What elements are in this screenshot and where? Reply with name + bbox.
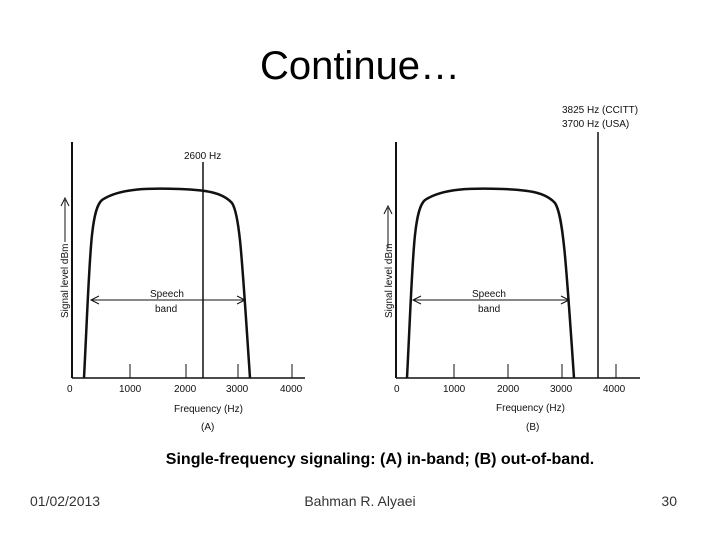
panel-a-tick-3000: 3000 (226, 384, 249, 395)
footer-author: Bahman R. Alyaei (304, 493, 416, 509)
page-number: 30 (661, 493, 677, 509)
panel-a (60, 142, 305, 379)
panel-b-xlabel: Frequency (Hz) (496, 403, 565, 414)
panel-a-speech-band-curve (82, 187, 252, 379)
panel-a-tick-1000: 1000 (119, 384, 142, 395)
panel-a-labels: Signal level dBm 2600 Hz Speech band 0 1… (60, 151, 303, 433)
panel-b-tick-1000: 1000 (443, 384, 466, 395)
panel-a-tick-4000: 4000 (280, 384, 303, 395)
panel-b (383, 132, 640, 379)
panel-a-id: (A) (201, 422, 214, 433)
panel-a-xlabel: Frequency (Hz) (174, 404, 243, 415)
panel-b-tick-4000: 4000 (603, 384, 626, 395)
panel-a-tone-label: 2600 Hz (184, 151, 221, 162)
panel-a-tick-0: 0 (67, 384, 73, 395)
panel-b-band-label-1: Speech (472, 289, 506, 300)
panel-b-tone-label-usa: 3700 Hz (USA) (562, 119, 629, 130)
panel-b-ylabel: Signal level dBm (384, 244, 395, 318)
panel-b-id: (B) (526, 422, 539, 433)
panel-b-band-label-2: band (478, 304, 500, 315)
panel-a-band-label-2: band (155, 304, 177, 315)
panel-b-tick-0: 0 (394, 384, 400, 395)
panel-a-band-label-1: Speech (150, 289, 184, 300)
footer-date: 01/02/2013 (30, 493, 101, 509)
panel-a-ylabel: Signal level dBm (60, 244, 71, 318)
panel-b-tick-3000: 3000 (550, 384, 573, 395)
figure-caption: Single-frequency signaling: (A) in-band;… (165, 451, 595, 468)
panel-b-labels: Signal level dBm 3825 Hz (CCITT) 3700 Hz… (384, 105, 638, 433)
slide-title: Continue… (259, 44, 461, 88)
panel-b-tone-label-ccitt: 3825 Hz (CCITT) (562, 105, 638, 116)
panel-a-tick-2000: 2000 (174, 384, 197, 395)
panel-b-tick-2000: 2000 (497, 384, 520, 395)
panel-b-speech-band-curve (405, 187, 576, 379)
